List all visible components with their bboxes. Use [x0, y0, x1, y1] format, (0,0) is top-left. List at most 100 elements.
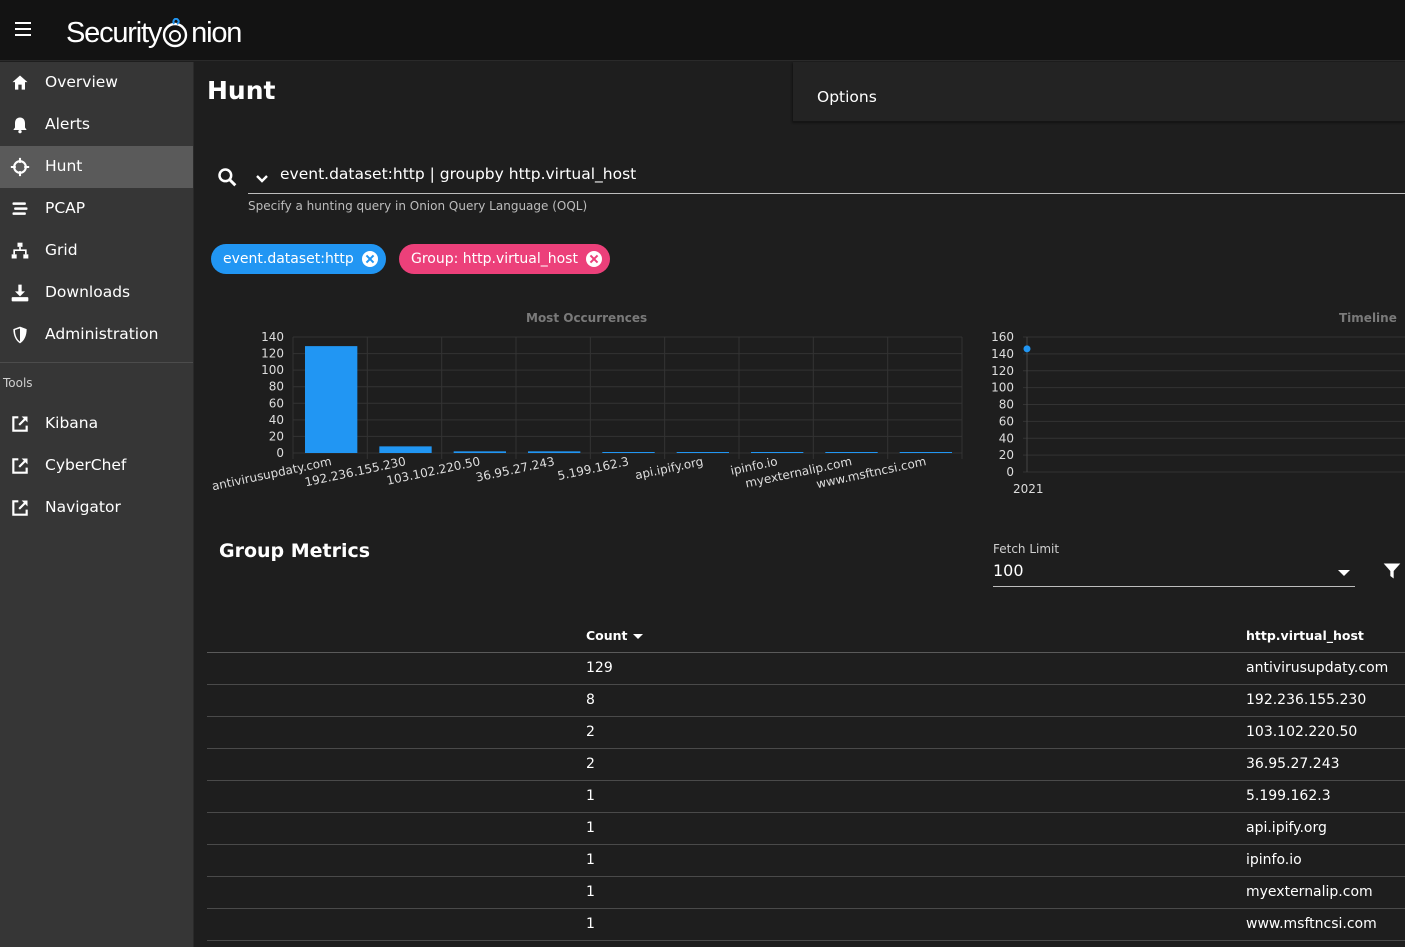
cell-host: 103.102.220.50 [1246, 724, 1358, 740]
chevron-down-icon[interactable] [255, 172, 269, 186]
sidebar-item-grid[interactable]: Grid [0, 230, 193, 272]
bar [751, 452, 804, 453]
cell-count: 2 [586, 756, 595, 772]
table-row[interactable]: 2 103.102.220.50 [207, 717, 1405, 749]
sidebar-item-administration[interactable]: Administration [0, 314, 193, 356]
search-icon[interactable] [217, 167, 237, 187]
bar [602, 452, 655, 453]
shield-icon [13, 326, 27, 344]
column-header-host[interactable]: http.virtual_host [1246, 628, 1364, 643]
sidebar-item-label: Administration [45, 325, 159, 343]
bar [305, 346, 358, 453]
sidebar-item-label: Navigator [45, 498, 121, 516]
external-link-icon [12, 500, 28, 516]
y-tick-label: 120 [261, 347, 284, 361]
sidebar-item-navigator[interactable]: Navigator [0, 487, 193, 529]
sidebar-item-hunt[interactable]: Hunt [0, 146, 193, 188]
sidebar-item-kibana[interactable]: Kibana [0, 403, 193, 445]
page-title: Hunt [207, 76, 276, 105]
y-tick-label: 40 [999, 431, 1014, 445]
fetch-limit-select[interactable]: 100 [993, 561, 1024, 580]
cell-host: antivirusupdaty.com [1246, 660, 1389, 676]
sidebar-item-label: Alerts [45, 115, 90, 133]
bar [825, 452, 878, 453]
y-tick-label: 0 [1006, 465, 1014, 479]
chart-title-timeline: Timeline [1339, 311, 1397, 325]
cell-host: 36.95.27.243 [1246, 756, 1340, 772]
table-row[interactable]: 1 5.199.162.3 [207, 781, 1405, 813]
stream-icon [12, 202, 28, 215]
table-row[interactable]: 2 36.95.27.243 [207, 749, 1405, 781]
fetch-limit-label: Fetch Limit [993, 542, 1060, 556]
cell-count: 1 [586, 852, 595, 868]
y-tick-label: 120 [991, 364, 1014, 378]
bar [528, 451, 581, 453]
menu-icon[interactable] [15, 22, 31, 36]
cell-host: www.msftncsi.com [1246, 916, 1377, 932]
bar [676, 452, 729, 453]
table-row[interactable]: 8 192.236.155.230 [207, 685, 1405, 717]
sidebar-item-pcap[interactable]: PCAP [0, 188, 193, 230]
table-row[interactable]: 1 api.ipify.org [207, 813, 1405, 845]
cell-host: 5.199.162.3 [1246, 788, 1331, 804]
home-icon [12, 75, 28, 90]
table-row[interactable]: 1 ipinfo.io [207, 845, 1405, 877]
cell-host: ipinfo.io [1246, 852, 1302, 868]
cell-count: 8 [586, 692, 595, 708]
column-header-label: http.virtual_host [1246, 628, 1364, 643]
search-hint: Specify a hunting query in Onion Query L… [248, 199, 588, 213]
external-link-icon [12, 416, 28, 432]
table-row[interactable]: 1 www.msftncsi.com [207, 909, 1405, 941]
y-tick-label: 160 [991, 330, 1014, 344]
cell-count: 129 [586, 660, 613, 676]
sidebar-item-overview[interactable]: Overview [0, 62, 193, 104]
table-row[interactable]: 1 myexternalip.com [207, 877, 1405, 909]
y-tick-label: 60 [999, 414, 1014, 428]
sidebar: Overview Alerts Hunt PCAP Grid Downloads… [0, 62, 194, 947]
options-label: Options [817, 88, 877, 106]
y-tick-label: 140 [991, 347, 1014, 361]
sidebar-item-alerts[interactable]: Alerts [0, 104, 193, 146]
onion-logo-icon [161, 12, 191, 50]
y-tick-label: 100 [261, 363, 284, 377]
sidebar-item-cyberchef[interactable]: CyberChef [0, 445, 193, 487]
logo-text: Security [66, 17, 162, 49]
occurrences-bar-chart: 020406080100120140antivirusupdaty.com192… [211, 330, 963, 493]
sidebar-item-label: Grid [45, 241, 78, 259]
fetch-limit-underline [993, 586, 1355, 587]
dropdown-caret-icon[interactable] [1338, 570, 1350, 576]
search-input[interactable]: event.dataset:http | groupby http.virtua… [280, 165, 637, 183]
y-tick-label: 140 [261, 330, 284, 344]
app-bar: Security nion [0, 0, 1405, 61]
options-panel[interactable]: Options [793, 62, 1405, 122]
section-title: Group Metrics [219, 540, 371, 562]
filter-chip-dataset[interactable]: event.dataset:http [211, 244, 386, 274]
logo-text-2: nion [191, 17, 242, 49]
bar [379, 446, 432, 453]
x-tick-label: 5.199.162.3 [556, 454, 630, 483]
filter-chip-group[interactable]: Group: http.virtual_host [399, 244, 610, 274]
x-tick-label: api.ipify.org [634, 454, 705, 482]
chip-label: event.dataset:http [223, 251, 354, 267]
table-header-divider [207, 652, 1405, 653]
cell-count: 1 [586, 820, 595, 836]
y-tick-label: 20 [269, 429, 284, 443]
external-link-icon [12, 458, 28, 474]
tools-heading: Tools [3, 376, 33, 390]
close-circle-icon[interactable] [361, 251, 378, 267]
filter-icon[interactable] [1382, 561, 1402, 581]
cell-count: 1 [586, 884, 595, 900]
cell-count: 1 [586, 788, 595, 804]
x-tick-label: 36.95.27.243 [474, 454, 555, 484]
sidebar-item-label: Hunt [45, 157, 83, 175]
cell-host: api.ipify.org [1246, 820, 1327, 836]
data-point [1023, 345, 1031, 353]
chart-title-occurrences: Most Occurrences [526, 311, 648, 325]
column-header-count[interactable]: Count [586, 628, 643, 643]
table-row[interactable]: 129 antivirusupdaty.com [207, 653, 1405, 685]
column-header-label: Count [586, 628, 628, 643]
bell-icon [13, 117, 27, 134]
sidebar-item-label: CyberChef [45, 456, 127, 474]
sidebar-item-downloads[interactable]: Downloads [0, 272, 193, 314]
close-circle-icon[interactable] [585, 251, 602, 267]
